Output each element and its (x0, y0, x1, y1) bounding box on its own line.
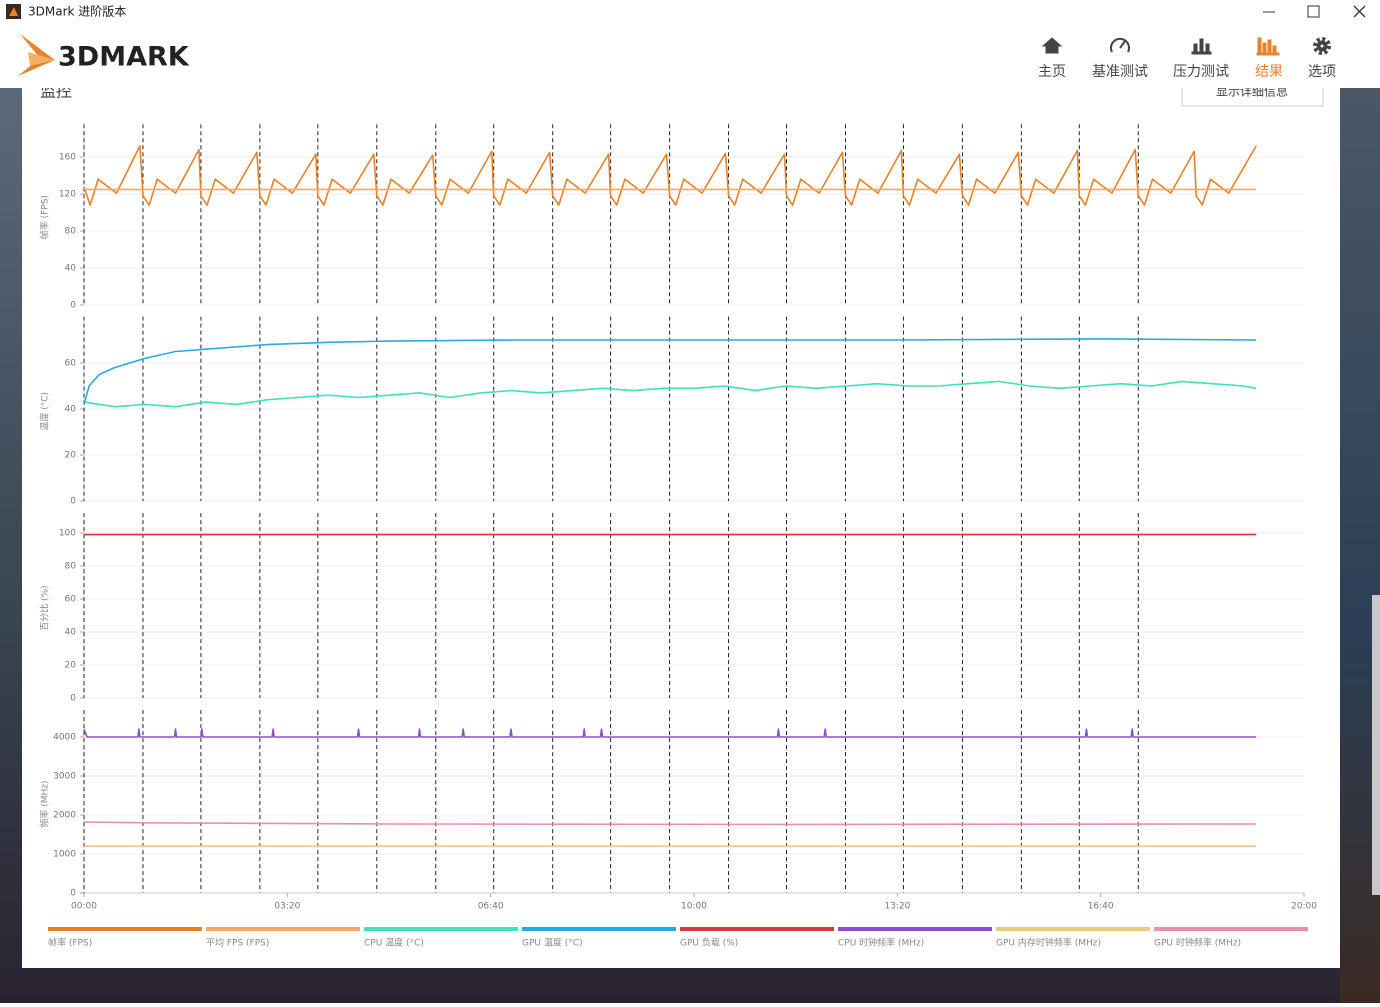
results-panel (22, 80, 1340, 968)
y-axis-label: 频率 (MHz) (39, 781, 51, 828)
close-button[interactable] (1353, 5, 1366, 18)
series-line (83, 145, 1257, 206)
app-icon-mark (9, 7, 18, 16)
nav-label[interactable]: 选项 (1308, 64, 1336, 80)
y-tick-label: 3000 (53, 772, 76, 782)
maximize-button[interactable] (1307, 5, 1320, 18)
nav-icon-home[interactable] (1041, 37, 1063, 54)
legend-swatch (364, 927, 518, 931)
scrollbar[interactable] (1372, 595, 1380, 895)
legend-label: CPU 温度 (°C) (364, 937, 424, 949)
series-line (83, 338, 1257, 405)
y-tick-label: 160 (59, 153, 76, 163)
y-tick-label: 120 (59, 190, 76, 200)
y-tick-label: 40 (65, 405, 77, 415)
legend-swatch (1154, 927, 1308, 931)
legend-label: 帧率 (FPS) (48, 937, 92, 949)
legend-swatch (996, 927, 1150, 931)
nav-icon-stress[interactable] (1191, 38, 1212, 55)
nav-icon-results[interactable] (1256, 37, 1280, 56)
y-tick-label: 0 (70, 497, 76, 507)
y-tick-label: 2000 (53, 811, 76, 821)
legend-swatch (838, 927, 992, 931)
x-tick-label: 06:40 (478, 902, 504, 912)
x-tick-label: 13:20 (884, 902, 910, 912)
y-axis-label: 温度 (°C) (39, 392, 51, 431)
series-line (83, 821, 1257, 826)
legend-label: CPU 时钟频率 (MHz) (838, 937, 924, 949)
x-tick-label: 03:20 (274, 902, 300, 912)
y-tick-label: 0 (70, 889, 76, 899)
header (0, 0, 1380, 88)
logo-mark-light (28, 52, 55, 66)
legend-label: 平均 FPS (FPS) (206, 937, 269, 949)
legend-label: GPU 负载 (%) (680, 937, 738, 949)
y-tick-label: 0 (70, 694, 76, 704)
legend-label: GPU 内存时钟频率 (MHz) (996, 937, 1101, 949)
y-tick-label: 40 (65, 264, 77, 274)
y-tick-label: 1000 (53, 850, 76, 860)
nav-label[interactable]: 主页 (1038, 64, 1066, 80)
legend-swatch (522, 927, 676, 931)
y-tick-label: 20 (65, 451, 77, 461)
y-tick-label: 4000 (53, 733, 76, 743)
window-title: 3DMark 进阶版本 (28, 5, 126, 19)
y-tick-label: 40 (65, 628, 77, 638)
y-axis-label: 帧率 (FPS) (39, 195, 51, 239)
logo-mark (18, 34, 55, 76)
y-axis-label: 百分比 (%) (39, 585, 51, 630)
legend-label: GPU 时钟频率 (MHz) (1154, 937, 1241, 949)
nav-label[interactable]: 基准测试 (1092, 63, 1148, 80)
x-tick-label: 16:40 (1088, 902, 1114, 912)
y-tick-label: 20 (65, 661, 77, 671)
nav-icon-benchmark[interactable] (1110, 37, 1130, 53)
x-tick-label: 20:00 (1291, 902, 1317, 912)
legend-label: GPU 温度 (°C) (522, 937, 583, 949)
series-line (83, 728, 1257, 738)
y-tick-label: 60 (65, 359, 77, 369)
y-tick-label: 80 (65, 227, 77, 237)
y-tick-label: 80 (65, 562, 77, 572)
y-tick-label: 0 (70, 301, 76, 311)
series-line (83, 380, 1257, 408)
logo: 3DMARK (58, 42, 190, 73)
x-tick-label: 00:00 (71, 902, 97, 912)
nav-icon-options[interactable] (1313, 37, 1331, 55)
x-tick-label: 10:00 (681, 902, 707, 912)
legend-swatch (680, 927, 834, 931)
legend-swatch (206, 927, 360, 931)
legend-swatch (48, 927, 202, 931)
nav-label[interactable]: 压力测试 (1173, 64, 1229, 80)
y-tick-label: 100 (59, 529, 76, 539)
y-tick-label: 60 (65, 595, 77, 605)
nav-label[interactable]: 结果 (1255, 64, 1283, 80)
